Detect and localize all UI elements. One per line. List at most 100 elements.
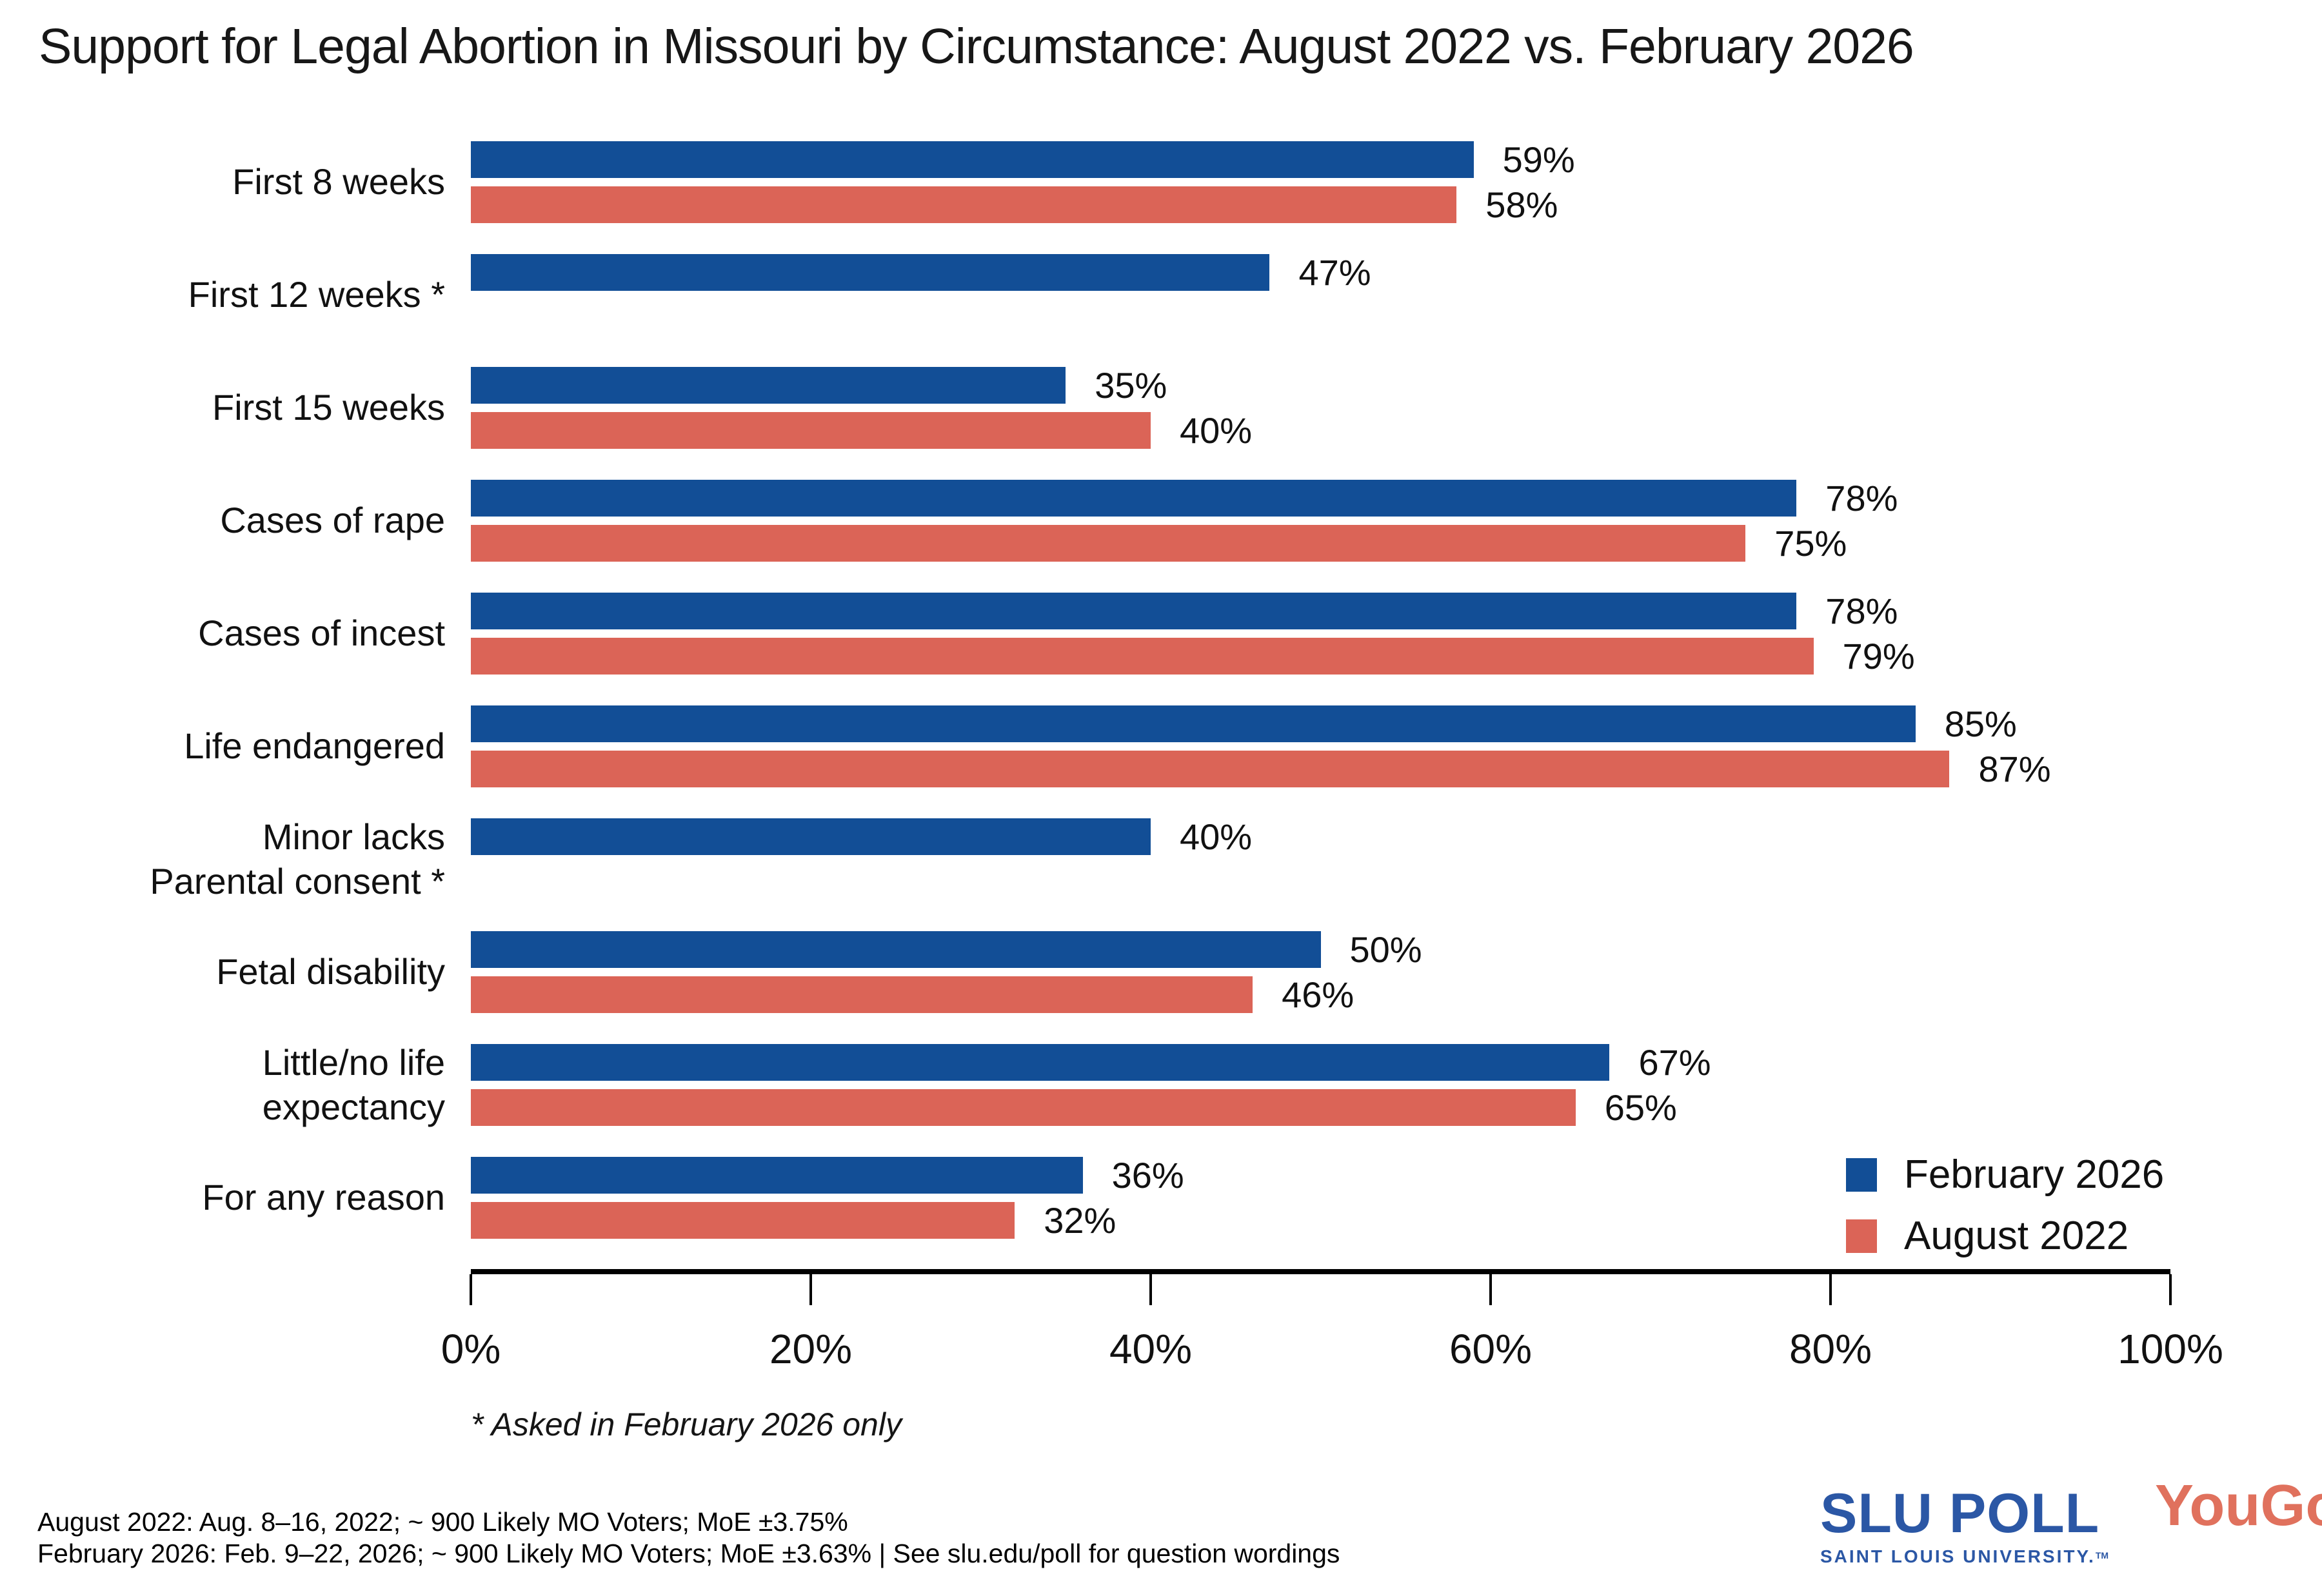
bar-line: 78%	[471, 478, 2170, 518]
slu-poll-wordmark: SLU POLL	[1820, 1483, 2100, 1544]
category-bars: 40%	[471, 816, 2170, 900]
x-axis-tick	[1829, 1274, 1832, 1305]
footnote: * Asked in February 2026 only	[471, 1406, 902, 1443]
yougov-logo: YouGov®	[2155, 1477, 2322, 1535]
bar-value-label: 85%	[1944, 704, 2017, 744]
bar-line: 47%	[471, 252, 2170, 293]
bar-august-2022	[471, 638, 1814, 675]
x-axis-tick	[1149, 1274, 1152, 1305]
bar-value-label: 58%	[1485, 184, 1558, 225]
chart-row: Cases of rape 78% 75%	[0, 464, 2322, 577]
bar-line: 40%	[471, 816, 2170, 857]
category-label: Cases of rape	[220, 500, 445, 541]
x-axis	[470, 1269, 2172, 1305]
bar-line: 40%	[471, 410, 2170, 451]
x-axis-tick-label: 80%	[1789, 1326, 1872, 1372]
bar-line: 50%	[471, 929, 2170, 970]
x-axis-tick-label: 100%	[2118, 1326, 2223, 1372]
bar-line: 58%	[471, 184, 2170, 225]
legend-label: August 2022	[1904, 1214, 2129, 1258]
category-bars: 78% 75%	[471, 478, 2170, 564]
bar-value-label: 40%	[1180, 816, 1253, 857]
bar-line: 85%	[471, 704, 2170, 744]
bar-value-label: 78%	[1825, 591, 1898, 631]
chart-rows: First 8 weeks 59% 58% First 12 weeks * 47% Fi…	[0, 126, 2322, 1254]
yougov-text: YouGov	[2155, 1473, 2322, 1538]
category-label: First 12 weeks *	[188, 274, 445, 315]
bar-value-label: 59%	[1502, 139, 1575, 180]
category-label: First 15 weeks	[212, 387, 445, 428]
legend-item-february-2026: February 2026	[1846, 1152, 2164, 1197]
methodology-line-1: August 2022: Aug. 8–16, 2022; ~ 900 Like…	[37, 1507, 848, 1537]
bar-august-2022	[471, 412, 1151, 449]
chart-row: First 15 weeks 35% 40%	[0, 351, 2322, 464]
chart-row: Life endangered 85% 87%	[0, 690, 2322, 803]
bar-august-2022	[471, 186, 1457, 223]
bar-february-2026	[471, 593, 1797, 629]
bar-line: 65%	[471, 1087, 2170, 1128]
x-axis-tick-label: 0%	[441, 1326, 501, 1372]
legend-label: February 2026	[1904, 1152, 2165, 1197]
category-bars: 50% 46%	[471, 929, 2170, 1015]
legend-swatch-august-2022	[1846, 1219, 1877, 1253]
bar-value-label: 78%	[1825, 478, 1898, 518]
bar-line: 46%	[471, 974, 2170, 1015]
chart-row: First 8 weeks 59% 58%	[0, 126, 2322, 239]
chart-title: Support for Legal Abortion in Missouri b…	[39, 19, 1914, 74]
category-label: Little/no life expectancy	[262, 1042, 445, 1127]
x-axis-tick-label: 20%	[769, 1326, 853, 1372]
x-axis-tick	[2169, 1274, 2172, 1305]
category-label: Cases of incest	[198, 613, 445, 654]
category-bars: 47%	[471, 252, 2170, 336]
bar-chart-plot-area: First 8 weeks 59% 58% First 12 weeks * 47% Fi…	[0, 126, 2322, 1254]
bar-line: 67%	[471, 1042, 2170, 1083]
category-label: Minor lacks Parental consent *	[150, 816, 445, 901]
bar-august-2022	[471, 1089, 1576, 1126]
x-axis-tick	[1489, 1274, 1492, 1305]
bar-august-2022	[471, 976, 1253, 1013]
category-label: For any reason	[202, 1177, 445, 1218]
brand-logos: SLU POLL SAINT LOUIS UNIVERSITY.TM YouGo…	[1820, 1459, 2322, 1594]
bar-value-label: 32%	[1044, 1200, 1116, 1241]
chart-row: For any reason 36% 32%	[0, 1141, 2322, 1254]
bar-value-label: 35%	[1095, 365, 1167, 406]
bar-value-label: 40%	[1180, 410, 1253, 451]
bar-line: 36%	[471, 1155, 2170, 1196]
methodology-note: August 2022: Aug. 8–16, 2022; ~ 900 Like…	[37, 1506, 1340, 1570]
bar-august-2022	[471, 1202, 1015, 1239]
legend: February 2026 August 2022	[1846, 1152, 2164, 1259]
bar-line: 79%	[471, 636, 2170, 676]
chart-row: First 12 weeks * 47%	[0, 239, 2322, 351]
legend-item-august-2022: August 2022	[1846, 1213, 2164, 1259]
bar-february-2026	[471, 931, 1321, 968]
bar-value-label: 87%	[1978, 749, 2051, 789]
bar-line: 75%	[471, 523, 2170, 564]
bar-february-2026	[471, 141, 1474, 178]
bar-august-2022	[471, 751, 1950, 787]
bar-february-2026	[471, 705, 1916, 742]
bar-line: 32%	[471, 1200, 2170, 1241]
category-label: Life endangered	[184, 725, 445, 767]
category-bars: 78% 79%	[471, 591, 2170, 676]
bar-line: 87%	[471, 749, 2170, 789]
x-axis-tick	[809, 1274, 812, 1305]
x-axis-tick-label: 60%	[1449, 1326, 1533, 1372]
bar-line: 35%	[471, 365, 2170, 406]
bar-february-2026	[471, 480, 1797, 517]
category-label: Fetal disability	[216, 951, 445, 992]
branding-block: SLU POLL SAINT LOUIS UNIVERSITY.TM YouGo…	[1820, 1459, 2322, 1596]
category-label: First 8 weeks	[232, 161, 445, 202]
methodology-line-2: February 2026: Feb. 9–22, 2026; ~ 900 Li…	[37, 1539, 1340, 1569]
bar-value-label: 79%	[1842, 636, 1915, 676]
trademark-symbol: TM	[2095, 1550, 2109, 1561]
category-bars: 59% 58%	[471, 139, 2170, 225]
legend-swatch-february-2026	[1846, 1158, 1877, 1192]
slu-university-wordmark: SAINT LOUIS UNIVERSITY.TM	[1820, 1546, 2109, 1567]
chart-row: Cases of incest 78% 79%	[0, 577, 2322, 690]
slu-poll-logo: SLU POLL SAINT LOUIS UNIVERSITY.TM	[1820, 1486, 2109, 1567]
bar-value-label: 46%	[1282, 974, 1354, 1015]
category-bars: 35% 40%	[471, 365, 2170, 451]
category-bars: 85% 87%	[471, 704, 2170, 789]
bar-february-2026	[471, 818, 1151, 855]
bar-value-label: 67%	[1638, 1042, 1711, 1083]
